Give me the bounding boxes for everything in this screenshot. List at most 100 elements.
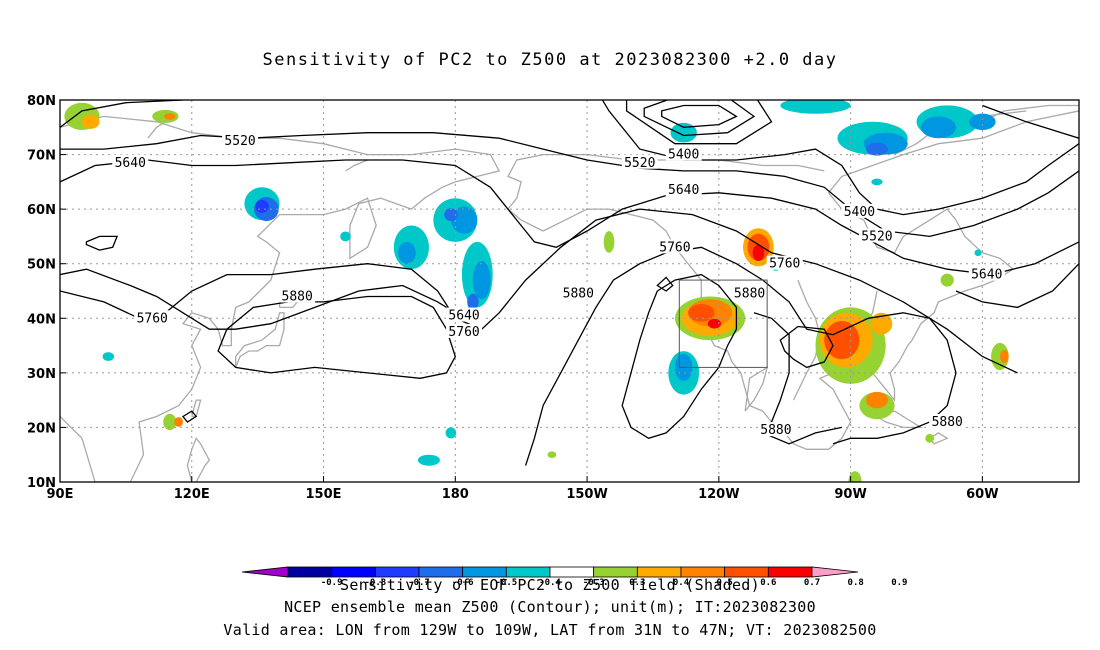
coastline: [186, 437, 211, 482]
z500-contour: [85, 235, 119, 251]
z500-contour: [661, 104, 738, 128]
axis-ticks: [59, 99, 983, 483]
sensitivity-patch: [824, 321, 860, 360]
colorbar-label: -0.8: [364, 578, 386, 588]
z500-contour: [60, 268, 469, 330]
coastline: [345, 159, 368, 172]
colorbar-label: -0.6: [452, 578, 474, 588]
footer-contour-caption: NCEP ensemble mean Z500 (Contour); unit(…: [284, 598, 816, 616]
sensitivity-shading: [64, 100, 1009, 482]
contour-label: 5880: [760, 423, 791, 438]
z500-contour: [643, 100, 756, 137]
sensitivity-patch: [603, 231, 615, 253]
lat-label: 50N: [27, 258, 56, 273]
lon-label: 90W: [834, 487, 866, 502]
contour-label-bg: [656, 239, 693, 254]
sensitivity-patch: [999, 350, 1009, 363]
contour-label: 5760: [659, 240, 690, 255]
sensitivity-patch: [969, 113, 996, 130]
contour-label-bg: [858, 228, 895, 243]
z500-contour: [60, 132, 1079, 238]
z500-contour: [955, 263, 1079, 309]
sensitivity-patch: [174, 417, 184, 427]
plot-frame: [59, 99, 1080, 483]
contour-label: 5760: [137, 311, 168, 326]
contour-label: 5520: [861, 229, 892, 244]
z500-contours: [60, 100, 1079, 466]
contour-label: 5760: [448, 325, 479, 340]
sensitivity-patch: [450, 206, 478, 234]
z500-contour: [779, 325, 834, 369]
sensitivity-patch: [255, 199, 269, 213]
sensitivity-patch: [417, 454, 440, 466]
colorbar: -0.9 -0.8 -0.7 -0.6 -0.5 -0.4 -0.3 0.3 0.4 0.5 0.6…: [241, 566, 907, 588]
coastlines: [60, 104, 1079, 482]
colorbar-label: 0.4: [673, 578, 690, 588]
lat-label: 70N: [27, 149, 56, 164]
colorbar-label: -0.4: [539, 578, 561, 588]
contour-label: 5640: [971, 268, 1002, 283]
colorbar-label: 0.7: [804, 578, 820, 588]
lat-label: 20N: [27, 421, 56, 436]
lon-label: 120W: [698, 487, 739, 502]
contour-label-bg: [446, 323, 483, 338]
sensitivity-patch: [752, 244, 765, 261]
contour-label-bg: [731, 285, 768, 300]
colorbar-label: -0.9: [321, 578, 343, 588]
contour-label: 5880: [563, 287, 594, 302]
sensitivity-patch: [974, 249, 982, 257]
colorbar-label: 0.8: [848, 578, 864, 588]
lat-label: 60N: [27, 203, 56, 218]
contour-label: 5640: [668, 183, 699, 198]
contour-label-bg: [222, 132, 259, 147]
lon-label: 120E: [174, 487, 210, 502]
contour-label-bg: [134, 310, 171, 325]
coastline: [744, 365, 769, 412]
coastline: [982, 104, 1079, 123]
sensitivity-patch: [340, 231, 351, 242]
contour-label-bg: [279, 288, 316, 303]
sensitivity-patch: [398, 241, 416, 264]
z500-contour: [656, 276, 674, 292]
z500-contour: [625, 100, 773, 145]
valid-area-box: [678, 279, 768, 368]
coastline: [235, 312, 285, 368]
z500-contour: [982, 104, 1079, 139]
contour-label-bg: [621, 154, 658, 169]
z500-contour: [753, 312, 842, 445]
sensitivity-patch: [467, 293, 479, 311]
lon-label: 180: [442, 487, 469, 502]
latitude-labels: 80N 70N 60N 50N 40N 30N 20N 10N: [27, 94, 56, 491]
contour-label-bg: [446, 307, 483, 322]
contour-label-bg: [560, 285, 597, 300]
colorbar-label: -0.3: [583, 578, 605, 588]
contour-label-bg: [929, 413, 966, 428]
coastline: [507, 153, 825, 232]
sensitivity-patch: [472, 261, 491, 300]
map-title: Sensitivity of PC2 to Z500 at 2023082300…: [262, 50, 838, 70]
sensitivity-patch: [81, 114, 100, 129]
lon-label: 150E: [306, 487, 342, 502]
sensitivity-patch: [445, 427, 457, 439]
footer-shading-caption: Sensitivity of EOF PC2 to Z500 field (Sh…: [340, 576, 760, 594]
sensitivity-patch: [164, 113, 176, 120]
sensitivity-patch: [871, 178, 883, 186]
contour-label-bg: [665, 146, 702, 161]
colorbar-label: 0.9: [891, 578, 907, 588]
colorbar-extend-high: [811, 566, 859, 578]
sensitivity-patch: [848, 471, 862, 482]
coastline: [876, 410, 924, 429]
contour-label: 5640: [448, 309, 479, 324]
contour-label: 5880: [734, 287, 765, 302]
contour-label: 5640: [115, 156, 146, 171]
lon-label: 150W: [566, 487, 607, 502]
coastline: [147, 121, 166, 139]
colorbar-label: 0.6: [760, 578, 776, 588]
contour-label: 5880: [932, 415, 963, 430]
coastline: [929, 432, 949, 445]
sensitivity-patch: [444, 208, 458, 222]
sensitivity-patch: [547, 451, 557, 459]
z500-contour: [182, 410, 198, 423]
